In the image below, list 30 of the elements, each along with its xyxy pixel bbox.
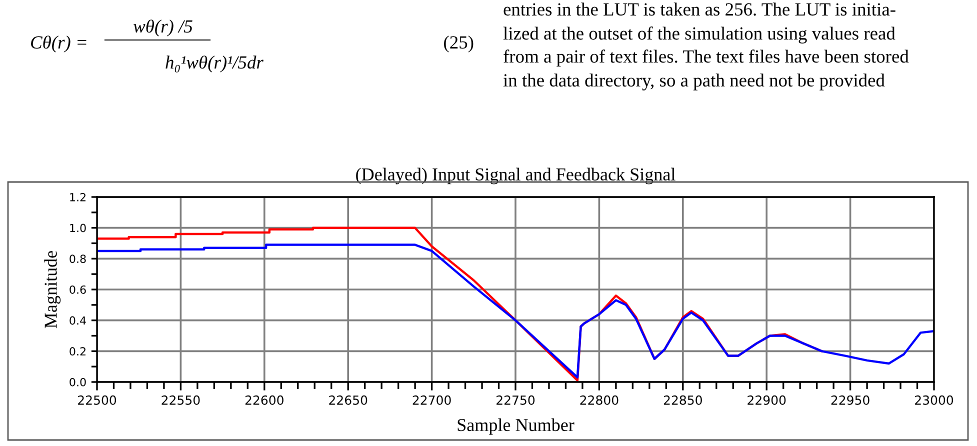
y-tick-label: 0.0 (70, 378, 86, 386)
chart-title: (Delayed) Input Signal and Feedback Signal (356, 168, 676, 184)
y-axis-title: Magnitude (44, 251, 61, 328)
text: from a pair of text files. The text files have been stored (504, 50, 909, 66)
x-tick-label: 22800 (580, 395, 618, 405)
text: in the data directory, so a path need not be provided (503, 74, 885, 90)
x-tick-label: 22600 (245, 395, 284, 405)
x-tick-label: 22700 (412, 395, 451, 405)
x-tick-label: 22950 (831, 395, 870, 405)
text: wθ(r) /5 (134, 20, 192, 36)
text: (25) (444, 36, 474, 52)
x-tick-label: 22750 (496, 395, 535, 405)
y-tick-label: 0.8 (70, 254, 86, 264)
text: lized at the outset of the simulation using values read (503, 26, 896, 44)
text: h₀¹wθ(r)¹/5dr (166, 56, 264, 72)
y-tick-label: 0.4 (70, 316, 86, 325)
x-tick-label: 22550 (162, 395, 200, 405)
x-tick-label: 22850 (664, 395, 702, 405)
x-tick-label: 22650 (329, 395, 368, 405)
line-series (97, 244, 934, 378)
x-tick-label: 23000 (915, 395, 954, 405)
y-tick-label: 1.0 (70, 224, 86, 232)
x-axis-title: Sample Number (458, 418, 574, 435)
text: entries in the LUT is taken as 256. The LUT is initia- (504, 2, 896, 16)
x-tick-label: 22500 (78, 395, 116, 405)
y-tick-label: 1.2 (70, 192, 86, 202)
text: Cθ(r) = (31, 36, 86, 52)
y-tick-label: 0.6 (70, 285, 86, 294)
y-tick-label: 0.2 (70, 347, 86, 356)
x-tick-label: 22900 (748, 395, 786, 405)
